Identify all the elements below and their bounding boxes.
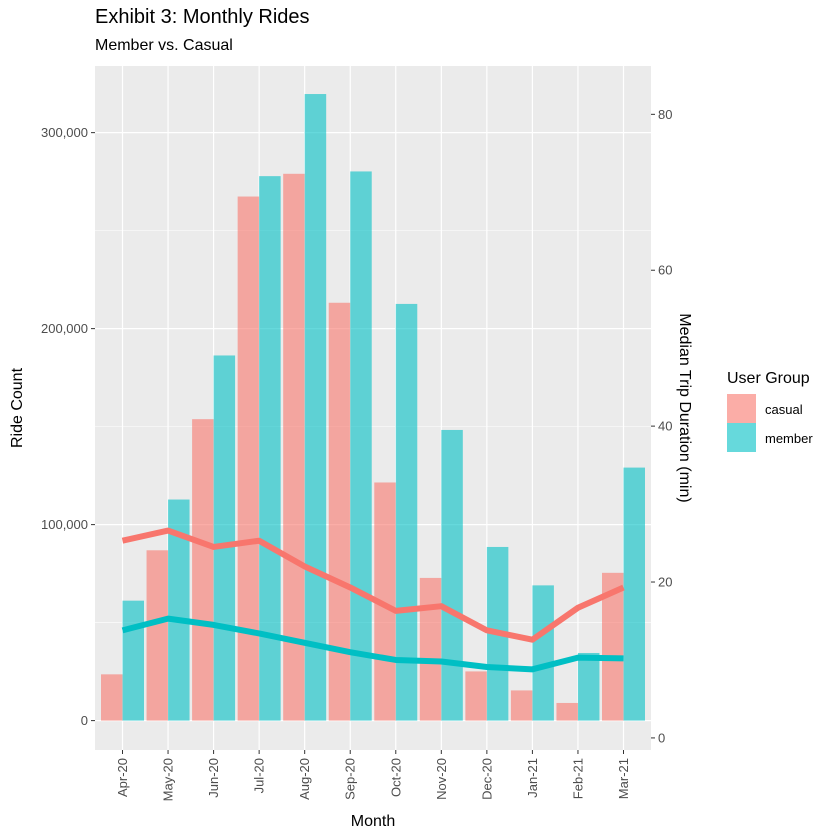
x-tick-label: Dec-20 bbox=[479, 758, 494, 800]
x-tick-label: Oct-20 bbox=[388, 758, 403, 797]
x-tick-label: Jun-20 bbox=[206, 758, 221, 798]
y2-axis-label: Median Trip Duration (min) bbox=[676, 313, 693, 502]
x-tick-label: Aug-20 bbox=[297, 758, 312, 800]
bar-member-Jan-21 bbox=[532, 585, 554, 721]
x-tick-label: May-20 bbox=[161, 758, 176, 801]
x-axis: Apr-20 May-20 Jun-20 Jul-20 Aug-20 Sep-20 Oct-… bbox=[115, 750, 631, 801]
bar-casual-Jan-21 bbox=[510, 690, 533, 721]
y-tick-label: 300,000 bbox=[41, 125, 88, 140]
bar-member-Jun-20 bbox=[213, 355, 236, 721]
y2-tick-label: 0 bbox=[658, 730, 665, 745]
line-casual bbox=[121, 527, 625, 643]
line-member bbox=[121, 615, 624, 673]
x-tick-label: Jul-20 bbox=[252, 758, 267, 793]
legend-label-casual: casual bbox=[765, 402, 803, 417]
bar-casual-Nov-20 bbox=[419, 577, 442, 721]
legend-item-casual: casual bbox=[727, 394, 803, 423]
chart-title: Exhibit 3: Monthly Rides bbox=[95, 6, 310, 28]
bar-casual-Aug-20 bbox=[283, 173, 305, 721]
x-tick-label: Sep-20 bbox=[343, 758, 358, 800]
y-tick-label: 100,000 bbox=[41, 517, 88, 532]
y-axis-label: Ride Count bbox=[9, 367, 26, 448]
bar-member-Jul-20 bbox=[259, 176, 281, 721]
bar-casual-Jul-20 bbox=[237, 196, 260, 721]
x-tick-label: Mar-21 bbox=[616, 758, 631, 799]
bar-member-May-20 bbox=[168, 499, 190, 721]
x-tick-label: Jan-21 bbox=[525, 758, 540, 798]
bar-casual-Sep-20 bbox=[328, 302, 351, 721]
bars bbox=[101, 94, 645, 721]
bar-member-Nov-20 bbox=[441, 429, 463, 721]
legend-item-member: member bbox=[727, 423, 813, 452]
bar-casual-Jun-20 bbox=[192, 419, 214, 721]
y-axis-right: 0 20 40 60 80 bbox=[651, 107, 672, 745]
x-tick-label: Nov-20 bbox=[434, 758, 449, 800]
x-axis-label: Month bbox=[351, 813, 395, 830]
bar-member-Feb-21 bbox=[577, 652, 600, 721]
bar-casual-Apr-20 bbox=[101, 674, 123, 721]
bar-member-Mar-21 bbox=[623, 467, 645, 721]
bar-member-Aug-20 bbox=[304, 94, 327, 721]
legend-key-casual bbox=[727, 394, 756, 423]
bar-casual-Mar-21 bbox=[602, 572, 624, 721]
y2-tick-label: 20 bbox=[658, 575, 672, 590]
y-tick-label: 0 bbox=[81, 713, 88, 728]
bar-casual-Dec-20 bbox=[465, 671, 487, 721]
bar-casual-May-20 bbox=[146, 550, 169, 721]
y-axis-left: 0 100,000 200,000 300,000 bbox=[41, 125, 95, 728]
y2-tick-label: 40 bbox=[658, 419, 672, 434]
bar-member-Oct-20 bbox=[395, 303, 418, 721]
x-tick-label: Feb-21 bbox=[570, 758, 585, 799]
y2-tick-label: 80 bbox=[658, 107, 672, 122]
y2-tick-label: 60 bbox=[658, 263, 672, 278]
y-tick-label: 200,000 bbox=[41, 321, 88, 336]
legend-title: User Group bbox=[727, 370, 810, 387]
bar-casual-Feb-21 bbox=[556, 702, 578, 721]
bar-member-Sep-20 bbox=[350, 171, 372, 721]
legend: User Group casual member bbox=[727, 370, 813, 452]
chart-subtitle: Member vs. Casual bbox=[95, 37, 233, 54]
x-tick-label: Apr-20 bbox=[115, 758, 130, 797]
lines bbox=[121, 527, 625, 673]
legend-label-member: member bbox=[765, 431, 813, 446]
bar-member-Apr-20 bbox=[122, 600, 144, 721]
legend-key-member bbox=[727, 423, 756, 452]
